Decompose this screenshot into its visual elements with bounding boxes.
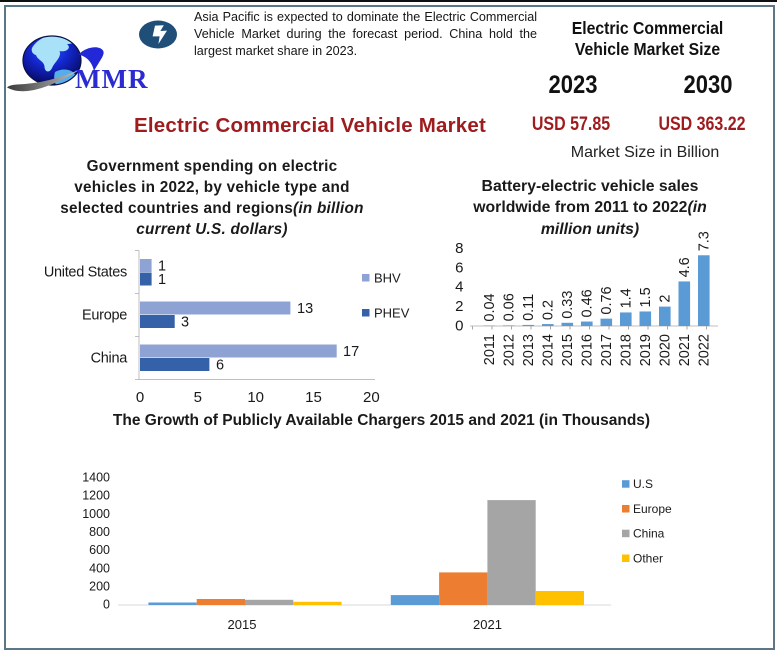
- svg-text:Europe: Europe: [82, 308, 127, 324]
- svg-text:2017: 2017: [599, 334, 615, 366]
- svg-text:2022: 2022: [697, 334, 713, 366]
- svg-text:600: 600: [89, 543, 110, 557]
- svg-text:2013: 2013: [521, 334, 537, 366]
- svg-text:U.S: U.S: [633, 477, 653, 491]
- svg-text:Other: Other: [633, 551, 663, 565]
- svg-text:2021: 2021: [473, 617, 502, 632]
- svg-text:8: 8: [455, 240, 463, 257]
- svg-text:200: 200: [89, 580, 110, 594]
- svg-text:1000: 1000: [82, 507, 110, 521]
- svg-text:400: 400: [89, 561, 110, 575]
- svg-text:1200: 1200: [82, 489, 110, 503]
- svg-text:20: 20: [363, 389, 380, 406]
- svg-text:4: 4: [455, 279, 463, 296]
- svg-text:17: 17: [343, 344, 359, 360]
- svg-text:6: 6: [216, 358, 224, 374]
- svg-text:MMR: MMR: [75, 64, 148, 94]
- svg-text:2016: 2016: [580, 334, 596, 366]
- svg-text:1: 1: [158, 272, 166, 288]
- svg-text:China: China: [633, 527, 665, 541]
- svg-text:800: 800: [89, 525, 110, 539]
- svg-text:Europe: Europe: [633, 502, 672, 516]
- svg-text:4.6: 4.6: [677, 257, 693, 277]
- svg-text:2: 2: [658, 295, 674, 303]
- svg-text:0: 0: [136, 389, 144, 406]
- svg-text:1.5: 1.5: [638, 287, 654, 307]
- svg-text:0.11: 0.11: [521, 294, 537, 321]
- svg-text:0.76: 0.76: [599, 286, 615, 314]
- svg-text:1.4: 1.4: [619, 288, 635, 308]
- svg-text:China: China: [91, 351, 129, 367]
- svg-text:0.2: 0.2: [541, 300, 557, 320]
- svg-text:7.3: 7.3: [697, 231, 713, 251]
- svg-text:2021: 2021: [677, 334, 693, 366]
- svg-text:0: 0: [455, 318, 463, 335]
- svg-text:3: 3: [181, 315, 189, 331]
- svg-text:2011: 2011: [482, 334, 498, 365]
- svg-text:1: 1: [158, 259, 166, 275]
- svg-text:13: 13: [297, 301, 313, 317]
- svg-text:0: 0: [103, 598, 110, 612]
- svg-text:2012: 2012: [502, 334, 518, 366]
- svg-text:2014: 2014: [541, 334, 557, 366]
- svg-text:2015: 2015: [560, 334, 576, 366]
- svg-text:0.46: 0.46: [580, 289, 596, 317]
- svg-text:15: 15: [305, 389, 322, 406]
- svg-text:5: 5: [194, 389, 202, 406]
- svg-text:6: 6: [455, 259, 463, 276]
- svg-text:2020: 2020: [658, 334, 674, 366]
- svg-text:BHV: BHV: [374, 271, 401, 286]
- svg-text:United States: United States: [44, 265, 127, 281]
- svg-text:2018: 2018: [619, 334, 635, 366]
- svg-text:2019: 2019: [638, 334, 654, 366]
- svg-text:PHEV: PHEV: [374, 306, 410, 321]
- svg-text:1400: 1400: [82, 471, 110, 485]
- svg-text:2: 2: [455, 298, 463, 315]
- svg-text:10: 10: [247, 389, 264, 406]
- svg-text:0.06: 0.06: [502, 293, 518, 321]
- svg-text:0.33: 0.33: [560, 291, 576, 319]
- svg-text:0.04: 0.04: [482, 293, 498, 321]
- svg-text:2015: 2015: [228, 617, 257, 632]
